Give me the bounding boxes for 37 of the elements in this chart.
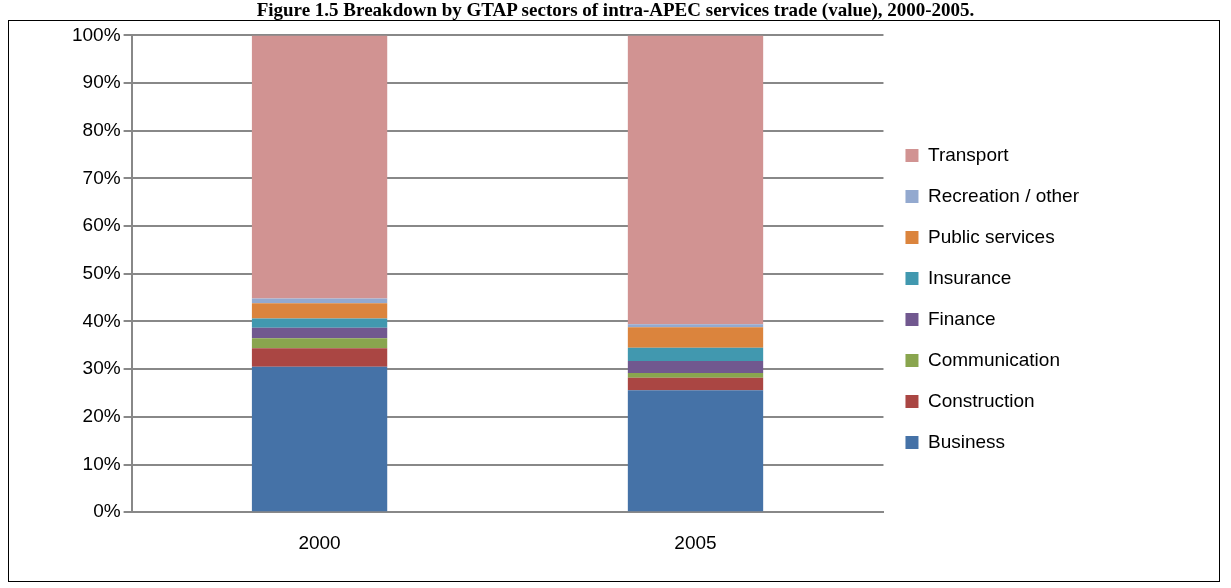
y-tick-label: 10% — [82, 452, 121, 474]
x-tick-label: 2005 — [674, 531, 717, 553]
legend-label: Communication — [927, 348, 1060, 370]
y-tick-label: 90% — [82, 71, 121, 93]
bar — [251, 35, 388, 299]
legend-label: Finance — [927, 307, 996, 329]
chart-title: Figure 1.5 Breakdown by GTAP sectors of intra-APEC services trade (value), 2000-2005. — [255, 0, 976, 20]
bar — [251, 303, 388, 319]
bar — [251, 338, 388, 349]
bar — [251, 318, 388, 328]
y-tick-label: 20% — [82, 405, 121, 427]
legend-label: Insurance — [927, 266, 1012, 288]
y-tick-label: 100% — [71, 23, 121, 45]
y-tick-label: 30% — [82, 357, 121, 379]
x-tick-label: 2000 — [298, 531, 341, 553]
y-tick-label: 80% — [82, 118, 121, 140]
y-tick-label: 40% — [82, 309, 121, 331]
legend-label: Business — [927, 430, 1006, 452]
bar — [627, 361, 764, 373]
y-tick-label: 60% — [82, 214, 121, 236]
legend-label: Public services — [927, 225, 1055, 247]
bar — [627, 372, 764, 378]
legend-label: Transport — [927, 143, 1010, 165]
bar — [627, 324, 764, 328]
bar — [627, 327, 764, 348]
bar — [627, 390, 764, 512]
y-tick-label: 50% — [82, 262, 121, 284]
y-tick-label: 70% — [82, 166, 121, 188]
bar — [627, 35, 764, 325]
bar — [251, 327, 388, 339]
bar — [251, 348, 388, 367]
legend-label: Recreation / other — [927, 184, 1080, 206]
bar — [627, 377, 764, 391]
bar — [627, 347, 764, 362]
bar — [251, 366, 388, 512]
y-tick-label: 0% — [93, 500, 121, 522]
legend-label: Construction — [927, 389, 1035, 411]
